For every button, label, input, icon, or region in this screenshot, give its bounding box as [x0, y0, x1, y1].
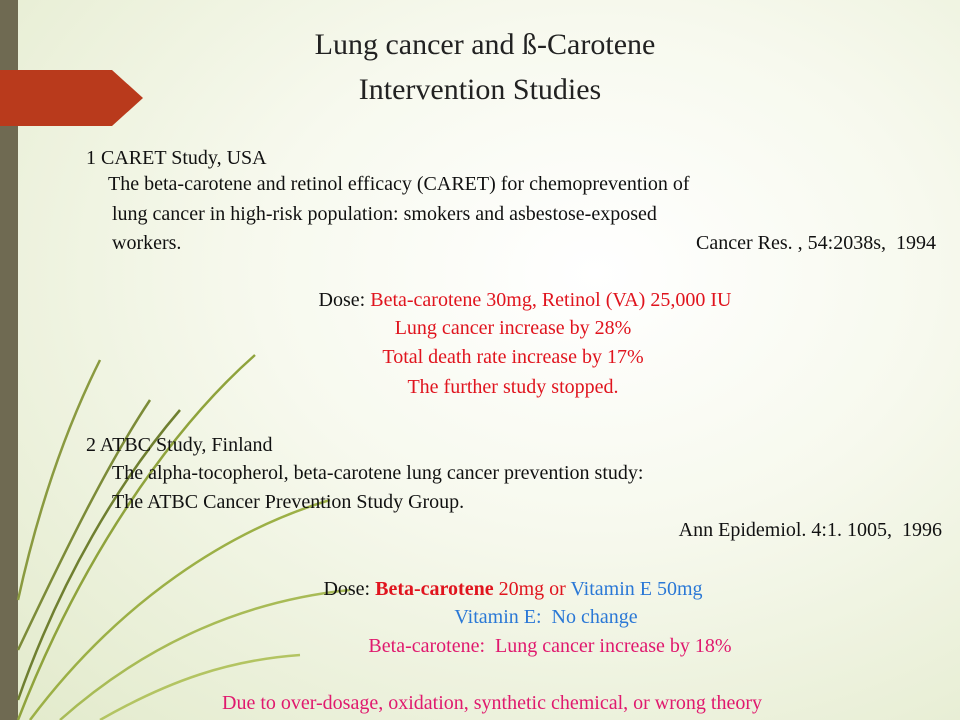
- dose-detail: Beta-carotene 30mg, Retinol (VA) 25,000 …: [370, 289, 732, 311]
- dose-line: Dose: Beta-carotene 30mg, Retinol (VA) 2…: [319, 288, 732, 312]
- section-heading: 2 ATBC Study, Finland: [86, 434, 273, 456]
- title-line: Intervention Studies: [358, 73, 602, 106]
- section-heading: 1 CARET Study, USA: [86, 147, 267, 169]
- citation: Cancer Res. , 54:2038s, 1994: [696, 232, 936, 254]
- citation: Ann Epidemiol. 4:1. 1005, 1996: [678, 519, 942, 541]
- result: Vitamin E: No change: [454, 606, 638, 628]
- result: Lung cancer increase by 28%: [394, 317, 632, 339]
- result: Beta-carotene: Lung cancer increase by 1…: [368, 635, 732, 657]
- dose-label: Dose:: [323, 578, 376, 600]
- result: The further study stopped.: [407, 376, 619, 398]
- description: lung cancer in high-risk population: smo…: [112, 203, 657, 225]
- description: The ATBC Cancer Prevention Study Group.: [112, 491, 465, 513]
- description: The beta-carotene and retinol efficacy (…: [108, 173, 690, 195]
- dose-label: Dose:: [318, 289, 371, 311]
- dose-detail: Beta-carotene: [375, 578, 494, 600]
- description: workers.: [112, 232, 182, 254]
- arrow: [0, 70, 143, 126]
- leaf-lines: [16, 354, 351, 720]
- description: The alpha-tocopherol, beta-carotene lung…: [112, 462, 644, 484]
- dose-detail: 20mg or: [493, 578, 571, 600]
- title-line: Lung cancer and ß-Carotene: [314, 28, 656, 61]
- side-stripe: [0, 0, 18, 720]
- conclusion: Due to over-dosage, oxidation, synthetic…: [222, 692, 762, 714]
- result: Total death rate increase by 17%: [382, 346, 644, 368]
- dose-line: Dose: Beta-carotene 20mg or Vitamin E 50…: [323, 577, 702, 601]
- dose-detail: Vitamin E 50mg: [570, 578, 703, 600]
